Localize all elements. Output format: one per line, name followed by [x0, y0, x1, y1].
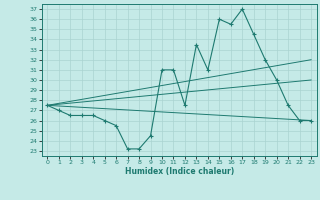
X-axis label: Humidex (Indice chaleur): Humidex (Indice chaleur): [124, 167, 234, 176]
